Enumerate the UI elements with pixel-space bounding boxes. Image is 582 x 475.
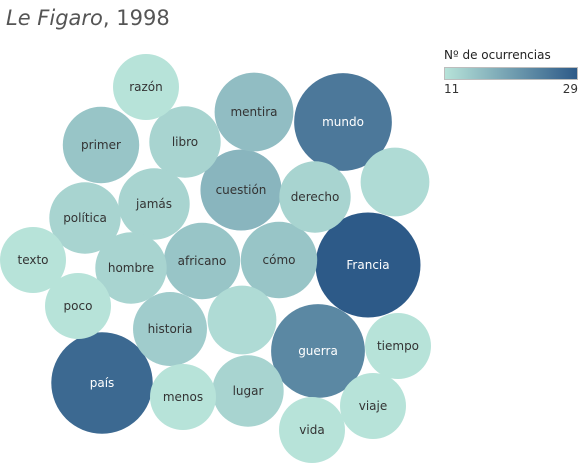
- bubble-hombre[interactable]: [95, 232, 167, 304]
- bubble-africano[interactable]: [163, 222, 241, 300]
- color-legend: Nº de ocurrencias 11 29: [444, 48, 580, 96]
- bubble-derecho[interactable]: [279, 161, 351, 233]
- bubble-label-derecho: derecho: [291, 190, 340, 204]
- bubble-menos[interactable]: [150, 364, 216, 430]
- bubble-primer[interactable]: [62, 106, 140, 184]
- bubble-lugar[interactable]: [212, 355, 284, 427]
- bubble-label-menos: menos: [163, 390, 203, 404]
- bubble-label-jamas: jamás: [135, 197, 172, 211]
- chart-title: Le Figaro, 1998: [6, 6, 170, 30]
- bubble-texto[interactable]: [0, 227, 66, 293]
- bubble-tiempo[interactable]: [365, 313, 431, 379]
- bubble-label-vida: vida: [299, 423, 324, 437]
- bubble-viaje[interactable]: [340, 373, 406, 439]
- legend-max-label: 29: [562, 82, 578, 96]
- bubble-mundo[interactable]: [294, 73, 392, 171]
- bubble-politica[interactable]: [49, 182, 121, 254]
- bubble-label-francia: Francia: [346, 258, 389, 272]
- bubble-label-historia: historia: [148, 322, 193, 336]
- bubble-label-poco: poco: [64, 299, 93, 313]
- bubble-label-mentira: mentira: [230, 105, 277, 119]
- bubble-como[interactable]: [240, 221, 318, 299]
- bubble-label-como: cómo: [263, 253, 296, 267]
- legend-title: Nº de ocurrencias: [444, 48, 551, 62]
- legend-min-label: 11: [444, 82, 460, 96]
- bubble-label-libro: libro: [172, 135, 198, 149]
- bubble-label-politica: política: [63, 211, 107, 225]
- bubble-label-viaje: viaje: [359, 399, 388, 413]
- bubble-mentira[interactable]: [214, 72, 294, 152]
- bubble-label-pais: país: [90, 376, 115, 390]
- bubble-label-africano: africano: [178, 254, 227, 268]
- bubble-unlabeled-16[interactable]: [207, 285, 277, 355]
- legend-gradient-bar: [444, 67, 578, 80]
- title-separator: ,: [102, 6, 117, 30]
- bubble-cuestion[interactable]: [200, 149, 282, 231]
- bubble-label-lugar: lugar: [233, 384, 264, 398]
- bubble-unlabeled-17[interactable]: [360, 147, 430, 217]
- bubble-label-hombre: hombre: [108, 261, 154, 275]
- bubble-guerra[interactable]: [271, 304, 365, 398]
- bubble-razon[interactable]: [113, 54, 179, 120]
- bubble-label-tiempo: tiempo: [377, 339, 419, 353]
- bubble-libro[interactable]: [149, 106, 221, 178]
- bubble-label-primer: primer: [81, 138, 121, 152]
- bubble-label-guerra: guerra: [298, 344, 338, 358]
- bubble-historia[interactable]: [133, 292, 207, 366]
- title-publication: Le Figaro: [6, 6, 103, 30]
- bubble-poco[interactable]: [45, 273, 111, 339]
- bubble-label-cuestion: cuestión: [216, 183, 267, 197]
- bubble-label-mundo: mundo: [322, 115, 364, 129]
- bubble-francia[interactable]: [315, 212, 421, 318]
- bubble-pais[interactable]: [51, 332, 153, 434]
- title-year: 1998: [116, 6, 170, 30]
- bubble-label-razon: razón: [129, 80, 163, 94]
- bubble-jamas[interactable]: [118, 168, 190, 240]
- bubble-vida[interactable]: [279, 397, 345, 463]
- legend-ticks: 11 29: [444, 80, 580, 96]
- bubble-label-texto: texto: [17, 253, 48, 267]
